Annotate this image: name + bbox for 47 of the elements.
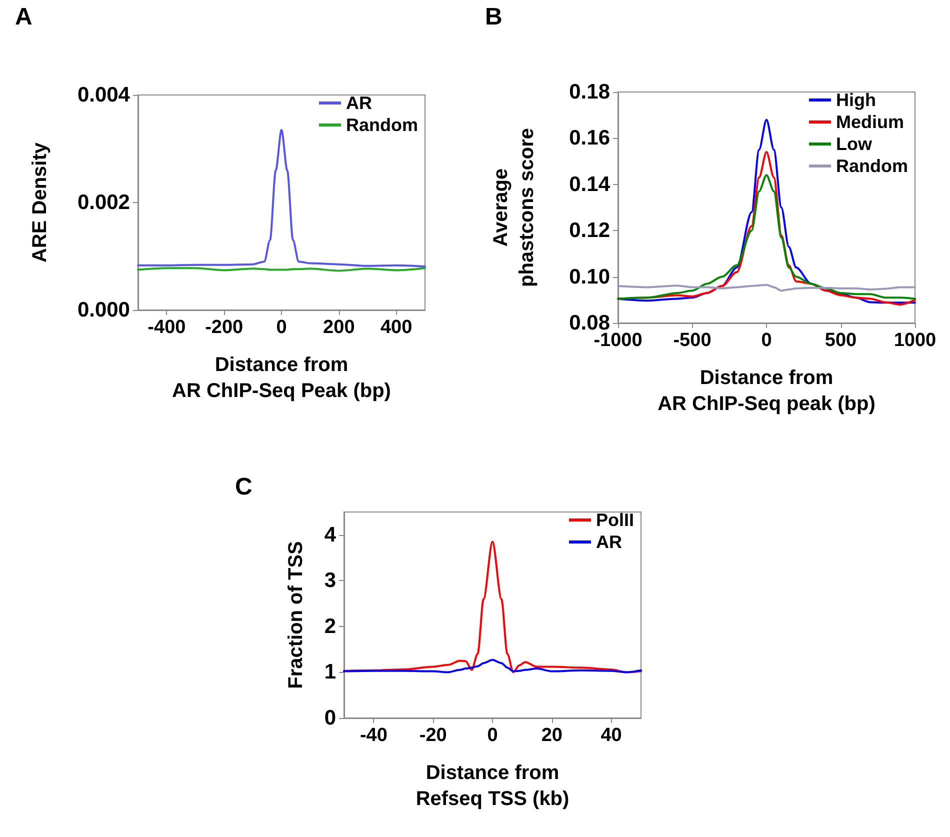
x-axis-title: Distance from AR ChIP-Seq Peak (bp) [172, 354, 391, 402]
x-tick-label: 40 [600, 725, 622, 746]
x-axis-title: Distance from AR ChIP-Seq peak (bp) [658, 367, 876, 415]
y-tick-label: 0.16 [569, 126, 610, 150]
chart-title: B [485, 4, 502, 30]
x-tick-label: -500 [673, 330, 712, 351]
x-tick-label: 20 [541, 725, 562, 746]
y-tick-label: 4 [324, 523, 336, 546]
x-tick-label: 500 [824, 330, 857, 351]
x-tick-label: -200 [205, 317, 244, 338]
y-tick-label: 0.18 [569, 80, 610, 104]
y-tick-label: 0 [324, 706, 336, 730]
y-tick-label: 1 [324, 660, 336, 684]
x-tick-label: 0 [487, 725, 498, 746]
y-tick-label: 0.10 [569, 265, 610, 288]
line-series [343, 658, 642, 674]
x-tick-label: 1000 [894, 330, 936, 351]
x-tick-label: -40 [360, 725, 388, 746]
y-tick-label: 2 [324, 614, 336, 638]
legend-label: AR [346, 93, 372, 113]
legend-label: AR [596, 532, 622, 552]
legend-label: Random [836, 156, 908, 176]
legend-label: Medium [836, 112, 904, 132]
legend-label: High [836, 90, 876, 110]
chart-title: A [15, 4, 32, 30]
x-tick-label: 400 [380, 317, 412, 338]
y-axis-title: Fraction of TSS [285, 541, 307, 689]
x-axis-title: Distance from Refseq TSS (kb) [416, 762, 570, 810]
x-tick-label: 200 [323, 317, 355, 338]
x-tick-label: 0 [276, 317, 287, 338]
x-tick-label: 0 [761, 330, 772, 351]
y-tick-label: 0.000 [77, 298, 130, 322]
y-tick-label: 0.004 [77, 84, 130, 106]
y-tick-label: 0.14 [569, 172, 610, 196]
y-tick-label: 3 [324, 569, 336, 592]
legend-label: Random [346, 115, 418, 135]
line-series [617, 174, 916, 300]
y-tick-label: 0.12 [569, 219, 610, 242]
y-axis-title: ARE Density [29, 142, 51, 263]
y-tick-label: 0.002 [77, 191, 130, 214]
legend-label: Low [836, 134, 873, 154]
x-tick-label: -20 [419, 725, 447, 746]
chart-title: C [235, 474, 252, 500]
x-tick-label: -400 [148, 317, 186, 338]
legend-label: PolII [596, 510, 634, 530]
x-tick-label: -1000 [594, 330, 642, 351]
y-axis-title: Average phastcons score [490, 128, 538, 287]
